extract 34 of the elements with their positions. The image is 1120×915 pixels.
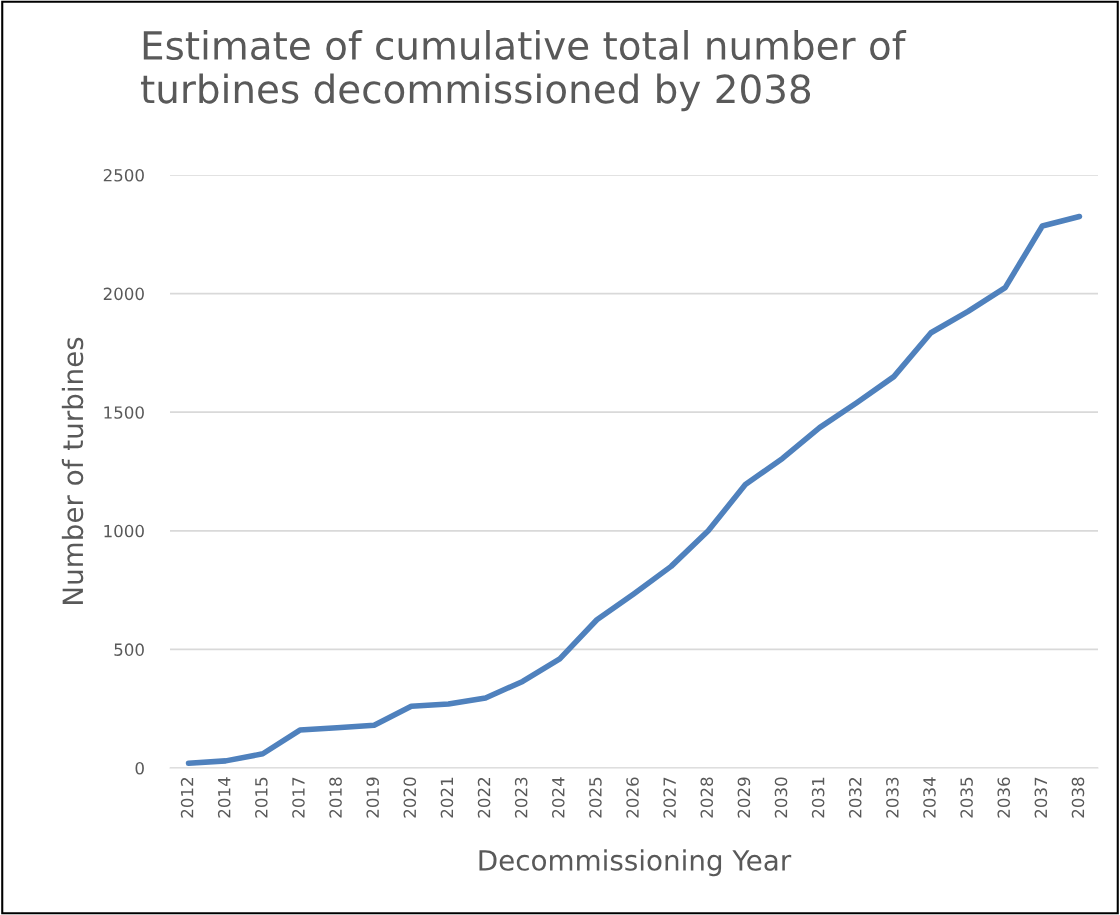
x-tick-label: 2038 [1071,777,1085,818]
y-tick-label: 1500 [104,406,144,419]
x-tick-label: 2020 [403,777,417,818]
x-tick-label: 2028 [700,777,714,818]
x-tick-label: 2019 [366,777,379,818]
x-tick-label: 2012 [180,778,194,818]
x-tick-label: 2027 [663,777,676,818]
x-tick-label: 2033 [886,777,899,818]
x-tick-label: 2029 [737,777,751,818]
x-tick-label: 2026 [626,777,639,818]
x-tick-label: 2037 [1034,777,1048,818]
chart-title: Estimate of cumulative total number of turbines decommissioned by 2038 [141,30,907,112]
y-tick-label: 2000 [103,287,144,301]
x-tick-label: 2036 [997,777,1011,818]
x-tick-label: 2025 [589,777,602,818]
x-tick-label: 2024 [551,777,565,818]
x-axis-title: Decommissioning Year [479,849,792,877]
y-tick-label: 0 [135,761,144,775]
x-tick-label: 2018 [329,777,342,818]
y-tick-label: 500 [114,643,144,656]
y-axis-title: Number of turbines [61,337,84,604]
y-tick-label: 1000 [104,524,144,538]
y-tick-label: 2500 [103,168,144,182]
x-tick-label: 2017 [292,777,305,818]
x-tick-label: 2034 [923,777,936,818]
x-tick-label: 2035 [960,777,973,818]
x-tick-label: 2022 [477,778,491,818]
x-tick-label: 2015 [255,777,268,818]
x-tick-label: 2030 [774,777,788,818]
x-tick-label: 2031 [811,777,825,818]
x-tick-label: 2014 [217,777,231,818]
x-tick-label: 2021 [440,777,454,818]
x-tick-label: 2032 [848,778,862,818]
x-tick-label: 2023 [514,777,528,818]
